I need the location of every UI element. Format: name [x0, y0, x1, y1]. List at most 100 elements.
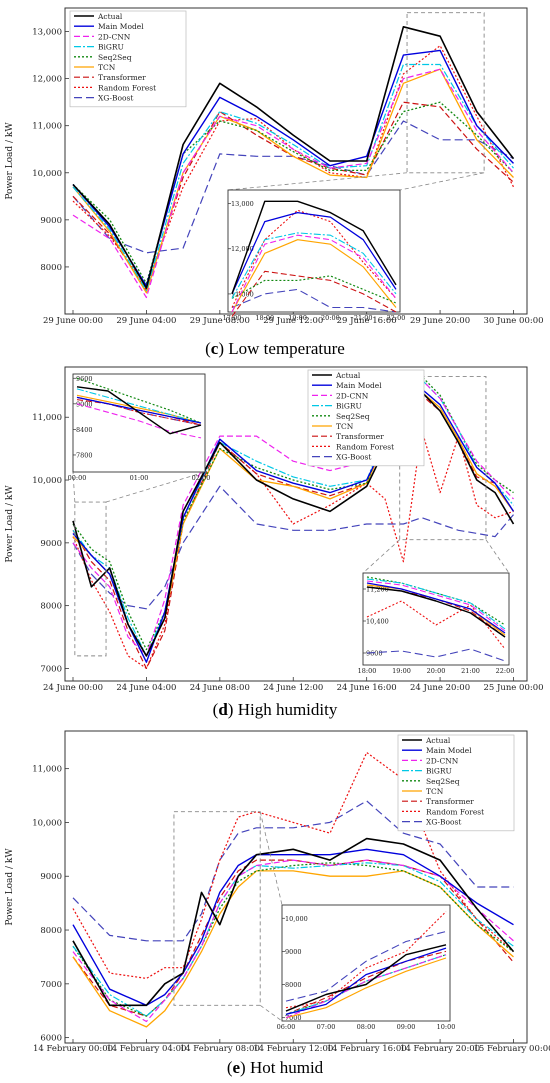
inset-y-tick-label: 12,000 — [231, 245, 254, 253]
inset-y-tick-label: 13,000 — [231, 200, 254, 208]
caption-panel-e: (e) Hot humid — [226, 1058, 324, 1077]
legend-label: Transformer — [426, 797, 474, 806]
inset-frame — [227, 189, 401, 313]
inset-x-tick-label: 19:00 — [392, 667, 411, 675]
legend-label: TCN — [336, 422, 354, 431]
series-line-tcn — [72, 68, 514, 294]
inset-y-tick-label: 9000 — [285, 948, 302, 956]
inset-series-line — [231, 200, 397, 295]
inset-x-tick-label: 20:00 — [321, 314, 340, 322]
series-line-seq2seq — [72, 862, 514, 1017]
inset-y-tick-label: 10,400 — [366, 618, 389, 626]
zoom-connector — [105, 471, 206, 503]
legend-label: Actual — [97, 12, 123, 21]
x-tick-label: 14 February 08:00 — [180, 1044, 260, 1054]
series-line-xg-boost — [72, 800, 514, 942]
y-tick-label: 11,000 — [32, 765, 62, 775]
zoom-connector — [399, 172, 485, 191]
chart-panel-e: 6000 7000 8000 9000 10,000 11,000 14 February … — [5, 730, 550, 1054]
inset-x-tick-label: 18:00 — [358, 667, 377, 675]
inset-x-tick-label: 18:00 — [255, 314, 274, 322]
legend-label: Transformer — [336, 432, 384, 441]
inset-frame — [72, 373, 206, 473]
inset-series-line — [285, 947, 447, 1016]
inset-x-tick-label: 20:00 — [427, 667, 446, 675]
x-tick-label: 14 February 12:00 — [253, 1044, 333, 1054]
inset-y-tick-label: 7800 — [76, 451, 93, 459]
legend-frame — [69, 10, 187, 108]
inset-series-line — [231, 211, 397, 295]
y-tick-label: 7000 — [40, 664, 62, 674]
inset-y-tick-label: 9600 — [76, 375, 93, 383]
inset-series-line — [231, 232, 397, 299]
x-tick-label: 14 February 00:00 — [33, 1044, 113, 1054]
inset-series-line — [231, 288, 397, 313]
series-line-2d-cnn — [72, 68, 514, 299]
y-tick-label: 6000 — [40, 1034, 62, 1044]
y-tick-label: 7000 — [40, 980, 62, 990]
legend-frame — [397, 734, 515, 832]
zoom-box-a — [173, 811, 261, 1006]
inset-series-line — [366, 580, 506, 632]
inset-y-tick-label: 8000 — [285, 981, 302, 989]
inset-x-tick-label: 08:00 — [357, 1023, 376, 1031]
inset-x-tick-label: 22:00 — [496, 667, 515, 675]
series-line-2d-cnn — [72, 859, 514, 1023]
legend-label: XG-Boost — [98, 94, 133, 103]
x-tick-label: 15 February 00:00 — [473, 1044, 550, 1054]
legend-label: Main Model — [98, 22, 144, 31]
x-tick-label: 24 June 12:00 — [263, 683, 323, 693]
inset-series-line — [285, 911, 447, 1009]
x-tick-label: 24 June 20:00 — [410, 683, 470, 693]
x-tick-label: 14 February 20:00 — [400, 1044, 480, 1054]
inset-y-tick-label: 8400 — [76, 426, 93, 434]
inset-series-line — [285, 957, 447, 1019]
y-tick-label: 10,000 — [32, 169, 62, 179]
x-tick-label: 24 June 04:00 — [116, 683, 176, 693]
legend-label: BiGRU — [336, 402, 362, 411]
inset-x-tick-label: 22:00 — [387, 314, 406, 322]
x-tick-label: 29 June 04:00 — [116, 316, 176, 326]
series-line-actual — [72, 25, 515, 289]
x-tick-label: 24 June 08:00 — [190, 683, 250, 693]
y-tick-label: 9000 — [40, 216, 62, 226]
inset-series-line — [76, 403, 202, 439]
y-axis-label: Power Load / kW — [5, 122, 15, 200]
zoom-box-a — [74, 501, 107, 657]
zoom-connector — [362, 539, 400, 574]
series-line-tcn — [72, 870, 514, 1028]
legend-label: Seq2Seq — [98, 53, 132, 62]
legend-frame — [307, 369, 425, 467]
inset-series-line — [231, 270, 397, 317]
x-tick-label: 29 June 08:00 — [190, 316, 250, 326]
inset-y-tick-label: 9600 — [366, 650, 383, 658]
legend-label: TCN — [426, 787, 444, 796]
x-tick-label: 29 June 12:00 — [263, 316, 323, 326]
y-tick-label: 8000 — [40, 926, 62, 936]
legend-label: Actual — [335, 371, 361, 380]
y-tick-label: 8000 — [40, 263, 62, 273]
inset-series-line — [231, 239, 397, 313]
inset-a: 7000 8000 9000 10,000 06:00 07:00 08:00 09:00 10… — [277, 904, 455, 1031]
x-tick-label: 24 June 00:00 — [43, 683, 103, 693]
legend-label: Seq2Seq — [336, 412, 370, 421]
zoom-connector — [72, 471, 76, 503]
legend-label: Random Forest — [98, 83, 156, 92]
zoom-connector — [259, 811, 283, 906]
x-tick-label: 29 June 00:00 — [43, 316, 103, 326]
inset-series-line — [231, 275, 397, 304]
y-tick-label: 11,000 — [32, 122, 62, 132]
inset-series-line — [285, 930, 447, 1002]
inset-x-tick-label: 21:00 — [461, 667, 480, 675]
inset-x-tick-label: 09:00 — [397, 1023, 416, 1031]
inset-series-line — [76, 386, 202, 435]
series-line-main-model — [72, 848, 514, 1006]
zoom-box-b — [399, 375, 487, 541]
chart-panel-c: 8000 9000 10,000 11,000 12,000 13,000 29 June … — [5, 7, 544, 326]
legend-label: BiGRU — [98, 43, 124, 52]
inset-series-line — [285, 950, 447, 1015]
inset-x-tick-label: 01:00 — [130, 474, 149, 482]
inset-y-tick-label: 10,000 — [285, 915, 308, 923]
